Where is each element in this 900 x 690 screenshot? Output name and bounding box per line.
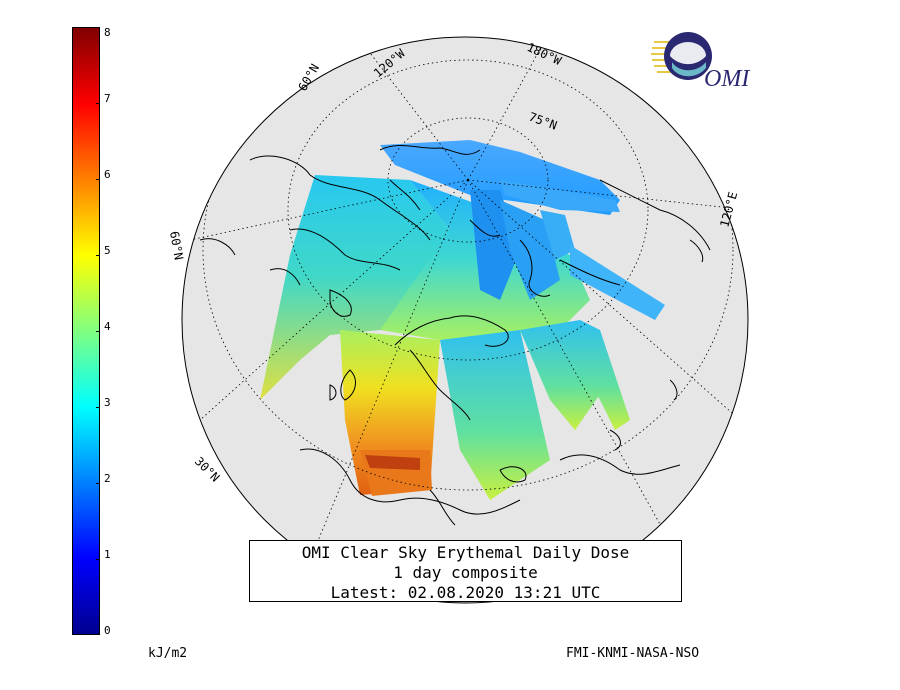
colorbar-tick-label: 3 xyxy=(104,396,111,409)
colorbar-tick-label: 0 xyxy=(104,624,111,637)
colorbar-tick-label: 8 xyxy=(104,26,111,39)
colorbar-unit-label: kJ/m2 xyxy=(148,646,188,661)
colorbar-tick-mark xyxy=(96,255,100,256)
grid-label-30n: 30°N xyxy=(192,454,222,484)
uv-dose-swaths xyxy=(260,140,665,500)
colorbar-tick-mark xyxy=(96,103,100,104)
colorbar-tick-label: 5 xyxy=(104,244,111,257)
colorbar-tick-label: 4 xyxy=(104,320,111,333)
colorbar-tick-mark xyxy=(96,634,100,635)
grid-label-120e: 120°E xyxy=(717,190,740,229)
omi-logo: OMI xyxy=(648,22,758,94)
colorbar-tick-mark xyxy=(96,331,100,332)
colorbar-tick-mark xyxy=(96,179,100,180)
title-line-3: Latest: 02.08.2020 13:21 UTC xyxy=(330,583,601,602)
title-box: OMI Clear Sky Erythemal Daily Dose 1 day… xyxy=(249,540,682,602)
title-line-1: OMI Clear Sky Erythemal Daily Dose xyxy=(301,543,630,562)
colorbar-tick-mark xyxy=(96,27,100,28)
omi-globe-logo-icon: OMI xyxy=(651,32,750,92)
colorbar-tick-mark xyxy=(96,483,100,484)
coastlines xyxy=(199,144,711,526)
colorbar-tick-mark xyxy=(96,407,100,408)
colorbar-tick-label: 6 xyxy=(104,168,111,181)
colorbar xyxy=(72,27,100,635)
grid-label-60n-left: 60°N xyxy=(167,230,186,261)
omi-logo-text: OMI xyxy=(704,66,750,92)
credits-label: FMI-KNMI-NASA-NSO xyxy=(566,646,700,661)
colorbar-tick-label: 7 xyxy=(104,92,111,105)
graticule xyxy=(189,37,748,561)
colorbar-tick-label: 1 xyxy=(104,548,111,561)
colorbar-tick-mark xyxy=(96,559,100,560)
colorbar-tick-label: 2 xyxy=(104,472,111,485)
colorbar-gradient xyxy=(72,27,100,635)
title-line-2: 1 day composite xyxy=(393,563,538,582)
